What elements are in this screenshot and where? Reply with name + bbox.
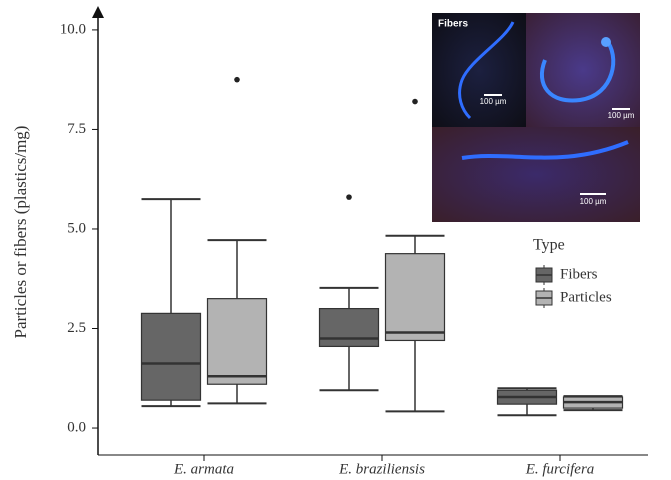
- inset-photo: Fibers 100 µm 100 µm 100 µm: [432, 13, 640, 222]
- box: [386, 254, 445, 341]
- y-axis-arrow: [92, 6, 104, 18]
- outlier: [234, 77, 240, 83]
- legend-title: Type: [533, 237, 565, 254]
- box: [142, 313, 201, 400]
- y-axis-title: Particles or fibers (plastics/mg): [11, 126, 30, 339]
- outlier: [412, 99, 418, 105]
- fiber-tip: [601, 37, 611, 47]
- y-tick-label: 2.5: [67, 320, 86, 336]
- y-tick-label: 0.0: [67, 419, 86, 435]
- y-tick-label: 7.5: [67, 121, 86, 137]
- x-tick-label: E. braziliensis: [338, 461, 425, 477]
- legend-label: Particles: [560, 289, 612, 305]
- box: [320, 309, 379, 347]
- outlier: [346, 194, 352, 200]
- box: [208, 299, 267, 385]
- chart: Particles or fibers (plastics/mg) Fibers…: [0, 0, 671, 480]
- legend-label: Fibers: [560, 266, 598, 282]
- scale-label: 100 µm: [608, 111, 635, 120]
- x-tick-label: E. armata: [173, 461, 234, 477]
- scale-label: 100 µm: [480, 97, 507, 106]
- x-tick-label: E. furcifera: [525, 461, 595, 477]
- scale-label: 100 µm: [580, 197, 607, 206]
- y-tick-label: 10.0: [60, 21, 86, 37]
- inset-panel: [432, 13, 526, 127]
- y-tick-label: 5.0: [67, 220, 86, 236]
- inset-title: Fibers: [438, 19, 468, 30]
- inset-panel: [432, 127, 640, 222]
